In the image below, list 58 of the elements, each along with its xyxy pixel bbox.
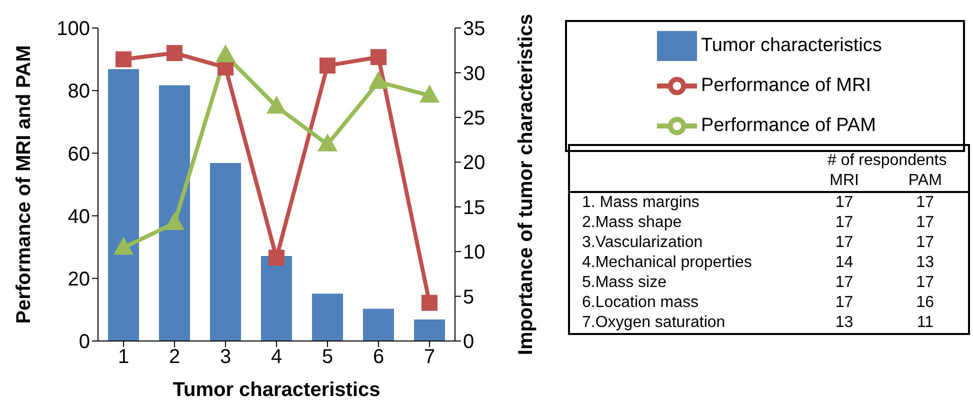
bar <box>261 256 292 341</box>
y-tick-label: 20 <box>68 268 90 290</box>
y-tick-label: 80 <box>68 80 90 103</box>
y-tick-label: 60 <box>68 143 90 166</box>
data-label: 17 <box>915 233 936 253</box>
bar <box>108 69 139 341</box>
data-label: 17 <box>915 213 936 233</box>
y2-tick-label: 15 <box>463 196 486 219</box>
y2-tick-label: 0 <box>463 331 474 354</box>
legend-label: MRI <box>828 171 860 191</box>
legend-label: PAM <box>907 171 943 191</box>
y-tick-label: 100 <box>56 18 90 40</box>
y-axis-title: Performance of MRI and PAM <box>13 45 36 324</box>
data-label: 17 <box>834 273 854 293</box>
legend-label: Performance of PAM <box>701 115 876 136</box>
y-tick-label: 0 <box>78 331 90 354</box>
bar <box>210 163 241 341</box>
legend-label: Performance of MRI <box>701 75 871 96</box>
bar <box>363 308 394 341</box>
data-label: 17 <box>834 213 854 233</box>
data-label: 17 <box>834 193 854 213</box>
category-label: 2.Mass shape <box>581 213 683 233</box>
x-axis-title: Tumor characteristics <box>172 379 380 400</box>
x-tick-label: 3 <box>220 346 232 368</box>
bar <box>312 294 343 341</box>
x-tick-label: 6 <box>372 346 384 368</box>
data-label: 14 <box>834 253 854 273</box>
data-label: 16 <box>915 293 936 313</box>
category-label: 3.Vascularization <box>581 233 704 253</box>
category-label: 6.Location mass <box>581 293 700 313</box>
y2-axis-title: Importance of tumor characteristics <box>515 14 538 356</box>
y2-tick-label: 30 <box>463 62 486 85</box>
category-label: 5.Mass size <box>581 273 668 293</box>
category-label: 7.Oxygen saturation <box>581 313 726 333</box>
data-label: 11 <box>916 313 934 333</box>
data-label: 13 <box>915 253 936 273</box>
legend-label: Tumor characteristics <box>701 35 882 56</box>
y2-tick-label: 25 <box>463 108 486 130</box>
bar <box>414 320 445 341</box>
x-tick-label: 1 <box>118 346 130 368</box>
x-tick-label: 7 <box>424 346 436 368</box>
y-tick-label: 40 <box>68 206 90 228</box>
y2-tick-label: 20 <box>463 152 486 174</box>
bar <box>159 85 190 341</box>
y2-tick-label: 10 <box>463 242 486 264</box>
data-label: 13 <box>834 313 854 333</box>
y2-tick-label: 5 <box>463 286 474 308</box>
data-label: 17 <box>834 233 854 253</box>
x-tick-label: 2 <box>168 346 180 368</box>
category-label: 1. Mass margins <box>581 193 700 213</box>
category-label: 4.Mechanical properties <box>581 253 753 273</box>
x-tick-label: 4 <box>270 346 282 368</box>
data-label: 17 <box>915 193 936 213</box>
x-tick-label: 5 <box>322 346 334 368</box>
y2-tick-label: 35 <box>463 18 486 40</box>
text: # of respondents <box>826 151 948 171</box>
data-label: 17 <box>834 293 854 313</box>
data-label: 17 <box>915 273 936 293</box>
